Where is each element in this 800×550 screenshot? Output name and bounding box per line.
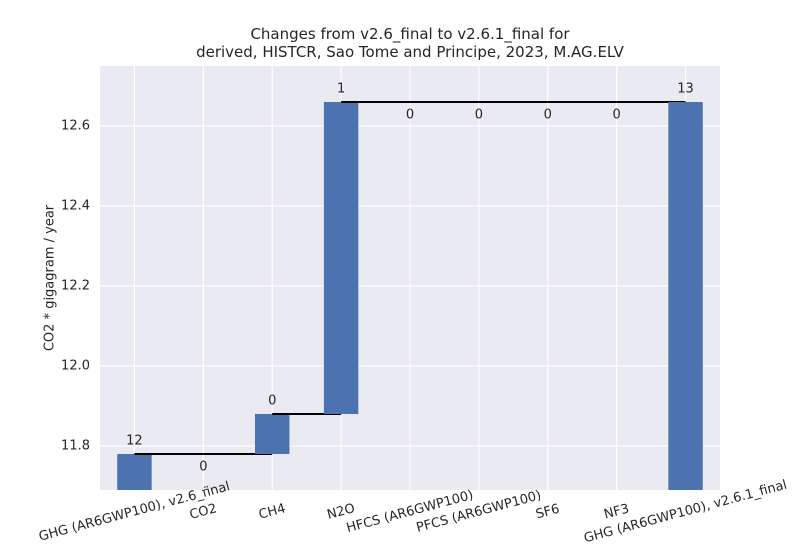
bar <box>255 414 290 454</box>
y-tick-label: 11.8 <box>61 439 90 454</box>
x-tick-label: N2O <box>326 501 357 523</box>
value-label: 0 <box>199 460 207 475</box>
value-label: 0 <box>613 108 621 123</box>
y-tick-label: 12.2 <box>61 279 90 294</box>
y-tick-label: 12.6 <box>61 119 90 134</box>
bar <box>117 454 152 490</box>
chart-title: Changes from v2.6_final to v2.6.1_final … <box>196 25 625 61</box>
x-tick-label: SF6 <box>534 502 561 523</box>
value-label: 0 <box>475 108 483 123</box>
x-tick-label: CH4 <box>257 501 287 523</box>
value-label: 12 <box>126 434 143 449</box>
bar <box>323 102 359 414</box>
y-axis-label: CO2 * gigagram / year <box>43 204 58 351</box>
value-label: 13 <box>677 82 694 97</box>
bar <box>668 102 703 490</box>
chart-title-text: Changes from v2.6_final to v2.6.1_final … <box>196 25 625 61</box>
value-label: 1 <box>337 82 345 97</box>
value-label: 0 <box>544 108 552 123</box>
y-tick-label: 12.0 <box>61 359 90 374</box>
x-tick-label: CO2 <box>188 501 219 523</box>
y-tick-label: 12.4 <box>61 199 90 214</box>
value-label: 0 <box>406 108 414 123</box>
x-tick-label: NF3 <box>602 501 630 522</box>
value-label: 0 <box>268 394 276 409</box>
